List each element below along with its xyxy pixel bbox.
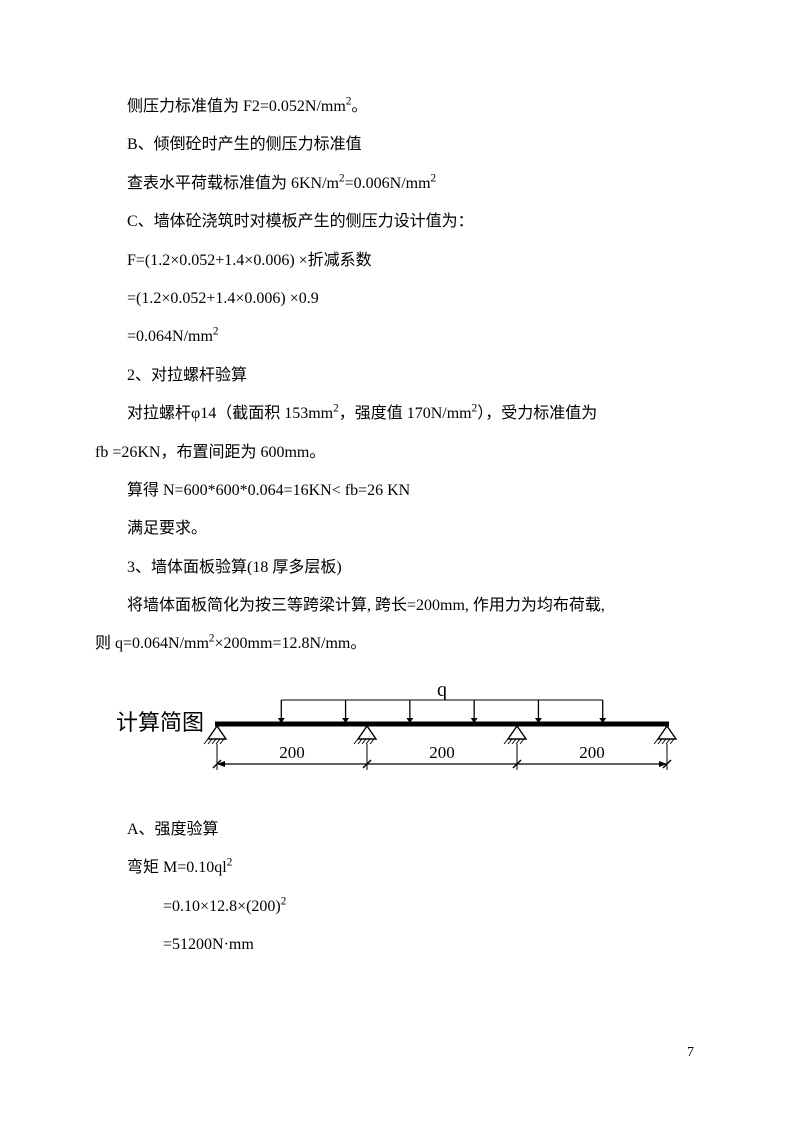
text: =0.006N/mm (345, 175, 431, 192)
svg-text:计算简图: 计算简图 (116, 710, 204, 735)
svg-text:200: 200 (279, 743, 305, 762)
text-line: 弯矩 M=0.10ql2 (95, 849, 699, 887)
text-line: 弯矩 =51200N·mm (95, 926, 699, 964)
document-body: 侧压力标准值为 F2=0.052N/mm2。 B、倾倒砼时产生的侧压力标准值 查… (95, 88, 699, 964)
svg-text:200: 200 (579, 743, 605, 762)
beam-diagram: 计算简图 q 200 200 200 (112, 682, 682, 787)
text: =51200N·mm (159, 936, 254, 953)
text-line: fb =26KN，布置间距为 600mm。 (95, 434, 699, 472)
superscript: 2 (213, 326, 219, 338)
text-line: =0.064N/mm2 (95, 318, 699, 356)
text: ），受力标准值为 (477, 405, 597, 422)
text: ×200mm=12.8N/mm。 (215, 635, 367, 652)
text-line: 查表水平荷载标准值为 6KN/m2=0.006N/mm2 (95, 165, 699, 203)
text-line: 算得 N=600*600*0.064=16KN< fb=26 KN (95, 472, 699, 510)
superscript: 2 (227, 857, 233, 869)
text: =0.10×12.8×(200) (159, 898, 281, 915)
text-line: 侧压力标准值为 F2=0.052N/mm2。 (95, 88, 699, 126)
text-line: 则 q=0.064N/mm2×200mm=12.8N/mm。 (95, 625, 699, 663)
text-line: C、墙体砼浇筑时对模板产生的侧压力设计值为： (95, 203, 699, 241)
text: 侧压力标准值为 F2=0.052N/mm (127, 98, 346, 115)
text: 弯矩 M=0.10ql (127, 859, 227, 876)
superscript: 2 (431, 172, 437, 184)
text: 查表水平荷载标准值为 6KN/m (127, 175, 339, 192)
svg-text:q: q (437, 682, 447, 701)
text-line: F=(1.2×0.052+1.4×0.006) ×折减系数 (95, 242, 699, 280)
text-line: B、倾倒砼时产生的侧压力标准值 (95, 126, 699, 164)
text-line: =(1.2×0.052+1.4×0.006) ×0.9 (95, 280, 699, 318)
superscript: 2 (281, 895, 287, 907)
text: =0.064N/mm (127, 328, 213, 345)
text-line: 弯矩 =0.10×12.8×(200)2 (95, 888, 699, 926)
text-line: 对拉螺杆φ14（截面积 153mm2，强度值 170N/mm2），受力标准值为 (95, 395, 699, 433)
text: 则 q=0.064N/mm (95, 635, 209, 652)
text-line: 满足要求。 (95, 510, 699, 548)
text: 对拉螺杆φ14（截面积 153mm (127, 405, 333, 422)
text-line: A、强度验算 (95, 811, 699, 849)
svg-text:200: 200 (429, 743, 455, 762)
text: ，强度值 170N/mm (339, 405, 472, 422)
text-line: 3、墙体面板验算(18 厚多层板) (95, 549, 699, 587)
text-line: 2、对拉螺杆验算 (95, 357, 699, 395)
text-line: 将墙体面板简化为按三等跨梁计算, 跨长=200mm, 作用力为均布荷载, (95, 587, 699, 625)
text: 。 (351, 98, 367, 115)
beam-diagram-container: 计算简图 q 200 200 200 (95, 682, 699, 787)
page-number: 7 (687, 1045, 694, 1061)
